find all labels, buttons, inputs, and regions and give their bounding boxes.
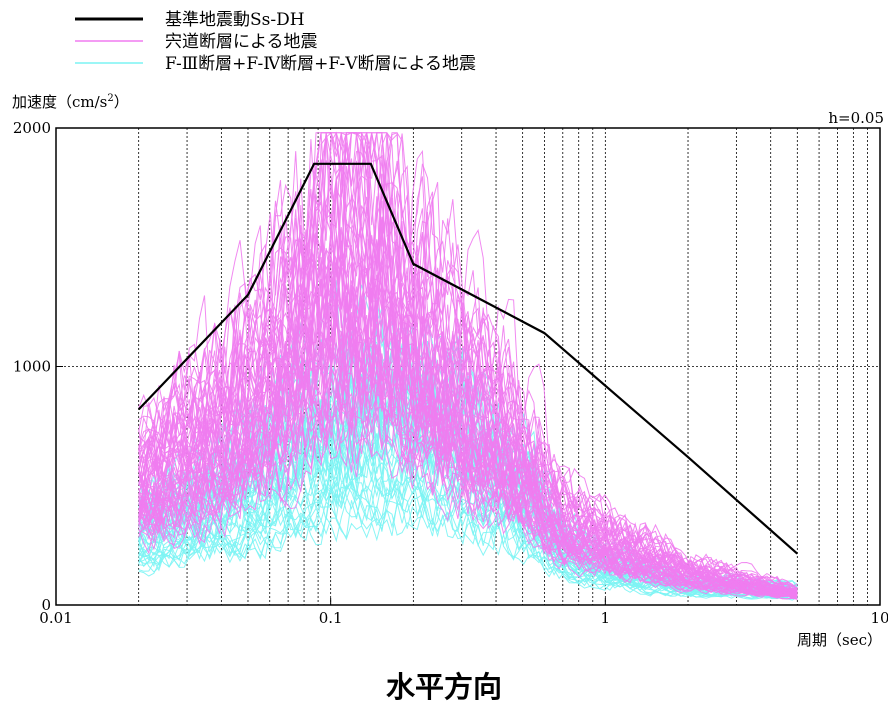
legend: 基準地震動Ss-DH 宍道断層による地震 F-Ⅲ断層+F-Ⅳ断層+F-Ⅴ断層によ…	[75, 10, 476, 74]
legend-label-f3f4f5: F-Ⅲ断層+F-Ⅳ断層+F-Ⅴ断層による地震	[165, 54, 476, 74]
series-line-shinji	[138, 132, 798, 589]
legend-label-ss-dh: 基準地震動Ss-DH	[165, 10, 305, 30]
series-line-f3f4f5	[138, 378, 798, 597]
y-tick-label: 0	[41, 596, 51, 614]
series-line-shinji	[138, 365, 798, 600]
series-ss-dh-line	[137, 162, 799, 555]
legend-label-shinji: 宍道断層による地震	[165, 32, 318, 52]
y-tick-label: 2000	[13, 119, 51, 137]
series-line-f3f4f5	[138, 482, 798, 600]
series-line-shinji	[138, 166, 798, 595]
series-line-shinji	[138, 237, 798, 595]
series-shinji-lines	[138, 131, 798, 600]
x-tick-label: 0.1	[319, 609, 343, 627]
x-tick-label: 0.01	[39, 609, 72, 627]
series-line-shinji	[138, 132, 798, 588]
y-tick-label: 1000	[13, 358, 51, 376]
x-axis-title: 周期（sec）	[797, 631, 882, 649]
chart-caption: 水平方向	[386, 670, 502, 702]
series-line-f3f4f5	[138, 450, 798, 598]
series-line-ss-dh	[137, 162, 799, 555]
x-tick-label: 10	[870, 609, 888, 627]
damping-annotation: h=0.05	[828, 109, 884, 127]
series-line-shinji	[138, 349, 798, 598]
series-line-shinji	[138, 262, 798, 597]
axis-ticks: 0 1000 2000 0.01 0.1 1 10	[13, 119, 888, 627]
y-axis-title: 加速度（cm/s2）	[12, 93, 129, 111]
series-line-shinji	[138, 132, 798, 594]
x-tick-label: 1	[601, 609, 611, 627]
